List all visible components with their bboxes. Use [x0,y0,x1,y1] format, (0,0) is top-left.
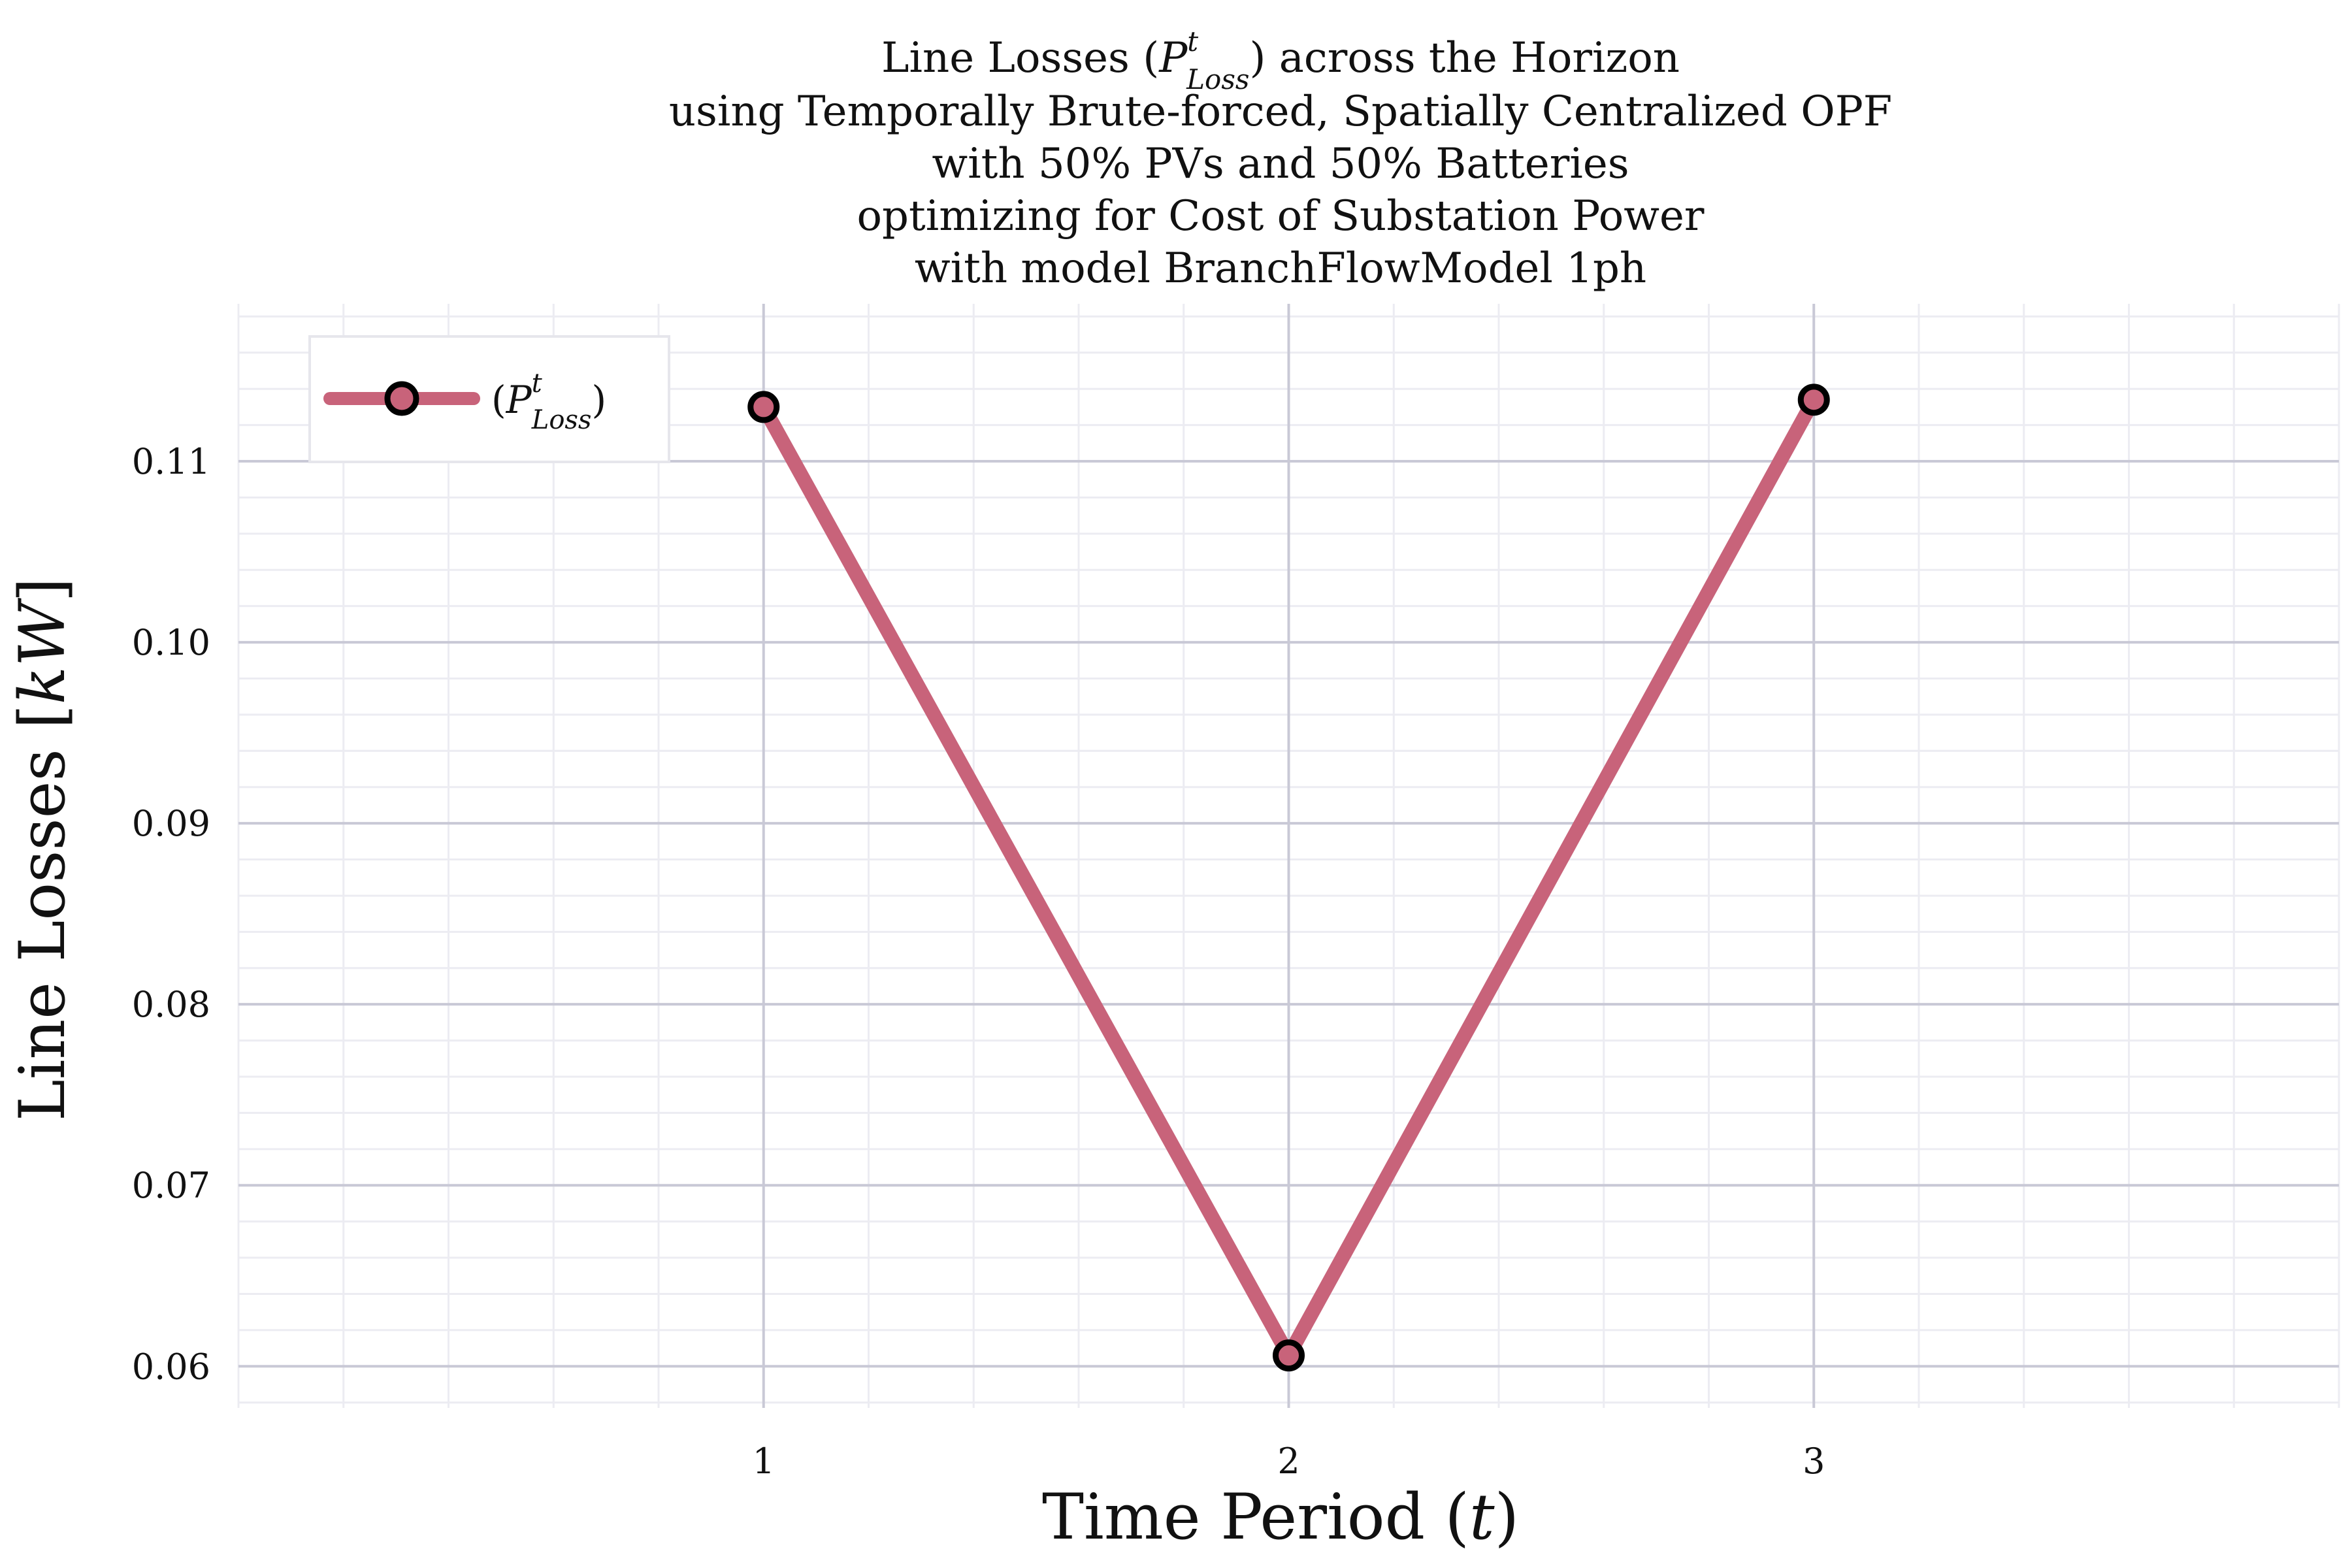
y-tick-label: 0.08 [132,984,210,1025]
series-layer [747,384,1830,1372]
chart-title: Line Losses (Pt Loss) across the Horizon … [669,25,1892,293]
x-tick-label: 2 [1277,1441,1299,1482]
legend-label: (Pt Loss) [491,368,606,435]
data-point [1797,384,1830,416]
title-line-2: using Temporally Brute-forced, Spatially… [669,88,1892,136]
data-point [747,391,780,423]
x-tick-label: 1 [753,1441,775,1482]
y-tick-label: 0.07 [132,1165,210,1206]
data-point [1273,1339,1305,1372]
x-tick-label: 3 [1803,1441,1825,1482]
y-tick-label: 0.11 [132,441,210,482]
x-axis-label: Time Period (t) [1042,1480,1519,1554]
y-tick-label: 0.09 [132,803,210,844]
legend-marker-swatch [384,381,419,416]
title-line-1: Line Losses (Pt Loss) across the Horizon [881,25,1680,95]
title-line-4: optimizing for Cost of Substation Power [857,192,1705,240]
y-axis-label: Line Losses [kW] [6,578,79,1121]
title-line-5: with model BranchFlowModel 1ph [915,244,1646,293]
y-tick-label: 0.06 [132,1346,210,1387]
tick-labels: 1 2 3 0.06 0.07 0.08 0.09 0.10 0.11 [132,441,1825,1482]
y-tick-label: 0.10 [132,622,210,663]
title-line-3: with 50% PVs and 50% Batteries [932,140,1629,188]
major-grid [238,304,2339,1408]
legend: (Pt Loss) [308,335,670,463]
